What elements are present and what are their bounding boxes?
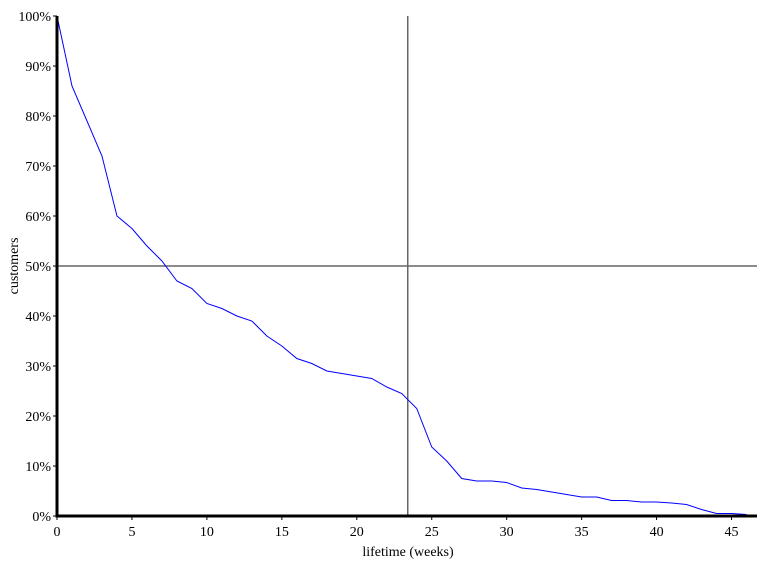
x-tick-label: 25 <box>425 525 439 540</box>
x-tick-label: 5 <box>128 525 135 540</box>
y-tick-label: 100% <box>18 10 51 25</box>
x-tick-label: 30 <box>500 525 514 540</box>
y-tick-label: 0% <box>32 510 51 525</box>
x-tick-label: 15 <box>275 525 289 540</box>
y-axis-label: customers <box>7 238 22 295</box>
x-tick-label: 10 <box>200 525 214 540</box>
data-line <box>56 15 747 515</box>
x-tick-label: 0 <box>54 525 61 540</box>
x-tick-label: 20 <box>350 525 364 540</box>
y-tick-label: 30% <box>25 360 51 375</box>
x-tick-label: 40 <box>650 525 664 540</box>
y-tick-label: 10% <box>25 460 51 475</box>
y-tick-label: 80% <box>25 110 51 125</box>
x-axis-label: lifetime (weeks) <box>362 545 454 560</box>
x-tick-label: 45 <box>725 525 739 540</box>
y-tick-label: 40% <box>25 310 51 325</box>
y-tick-label: 70% <box>25 160 51 175</box>
y-tick-label: 60% <box>25 210 51 225</box>
x-tick-label: 35 <box>575 525 589 540</box>
y-tick-label: 50% <box>25 260 51 275</box>
y-tick-label: 90% <box>25 60 51 75</box>
y-tick-label: 20% <box>25 410 51 425</box>
